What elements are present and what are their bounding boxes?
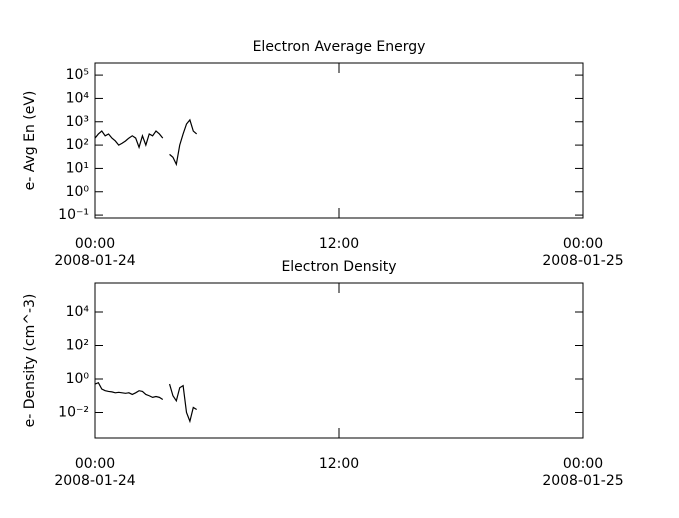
y-axis-label: e- Density (cm^-3) [22, 294, 38, 428]
x-tick-date: 2008-01-24 [54, 253, 135, 269]
y-tick-label: 10⁰ [66, 184, 90, 200]
y-tick-label: 10⁻² [58, 404, 89, 420]
y-tick-label: 10² [66, 137, 89, 153]
y-tick-label: 10⁴ [66, 90, 90, 106]
x-tick-label: 00:00 [563, 456, 603, 472]
x-tick-label: 00:00 [563, 236, 603, 252]
y-tick-label: 10⁴ [66, 304, 90, 320]
x-tick-label: 00:00 [75, 456, 115, 472]
chart-title: Electron Average Energy [253, 39, 426, 55]
y-tick-label: 10⁵ [66, 67, 89, 83]
y-tick-label: 10⁰ [66, 371, 90, 387]
y-tick-label: 10¹ [66, 160, 89, 176]
x-tick-date: 2008-01-25 [542, 473, 623, 489]
x-tick-label: 12:00 [319, 456, 359, 472]
chart-title: Electron Density [281, 259, 396, 275]
y-tick-label: 10² [66, 338, 89, 354]
plot-frame [94, 282, 584, 439]
data-line [94, 118, 198, 167]
y-axis-label: e- Avg En (eV) [22, 91, 38, 191]
y-tick-label: 10³ [66, 114, 89, 130]
x-tick-date: 2008-01-25 [542, 253, 623, 269]
y-tick-label: 10⁻¹ [58, 207, 89, 223]
x-tick-date: 2008-01-24 [54, 473, 135, 489]
x-tick-label: 12:00 [319, 236, 359, 252]
plot-frame [94, 62, 584, 219]
x-tick-label: 00:00 [75, 236, 115, 252]
data-line [94, 381, 197, 424]
